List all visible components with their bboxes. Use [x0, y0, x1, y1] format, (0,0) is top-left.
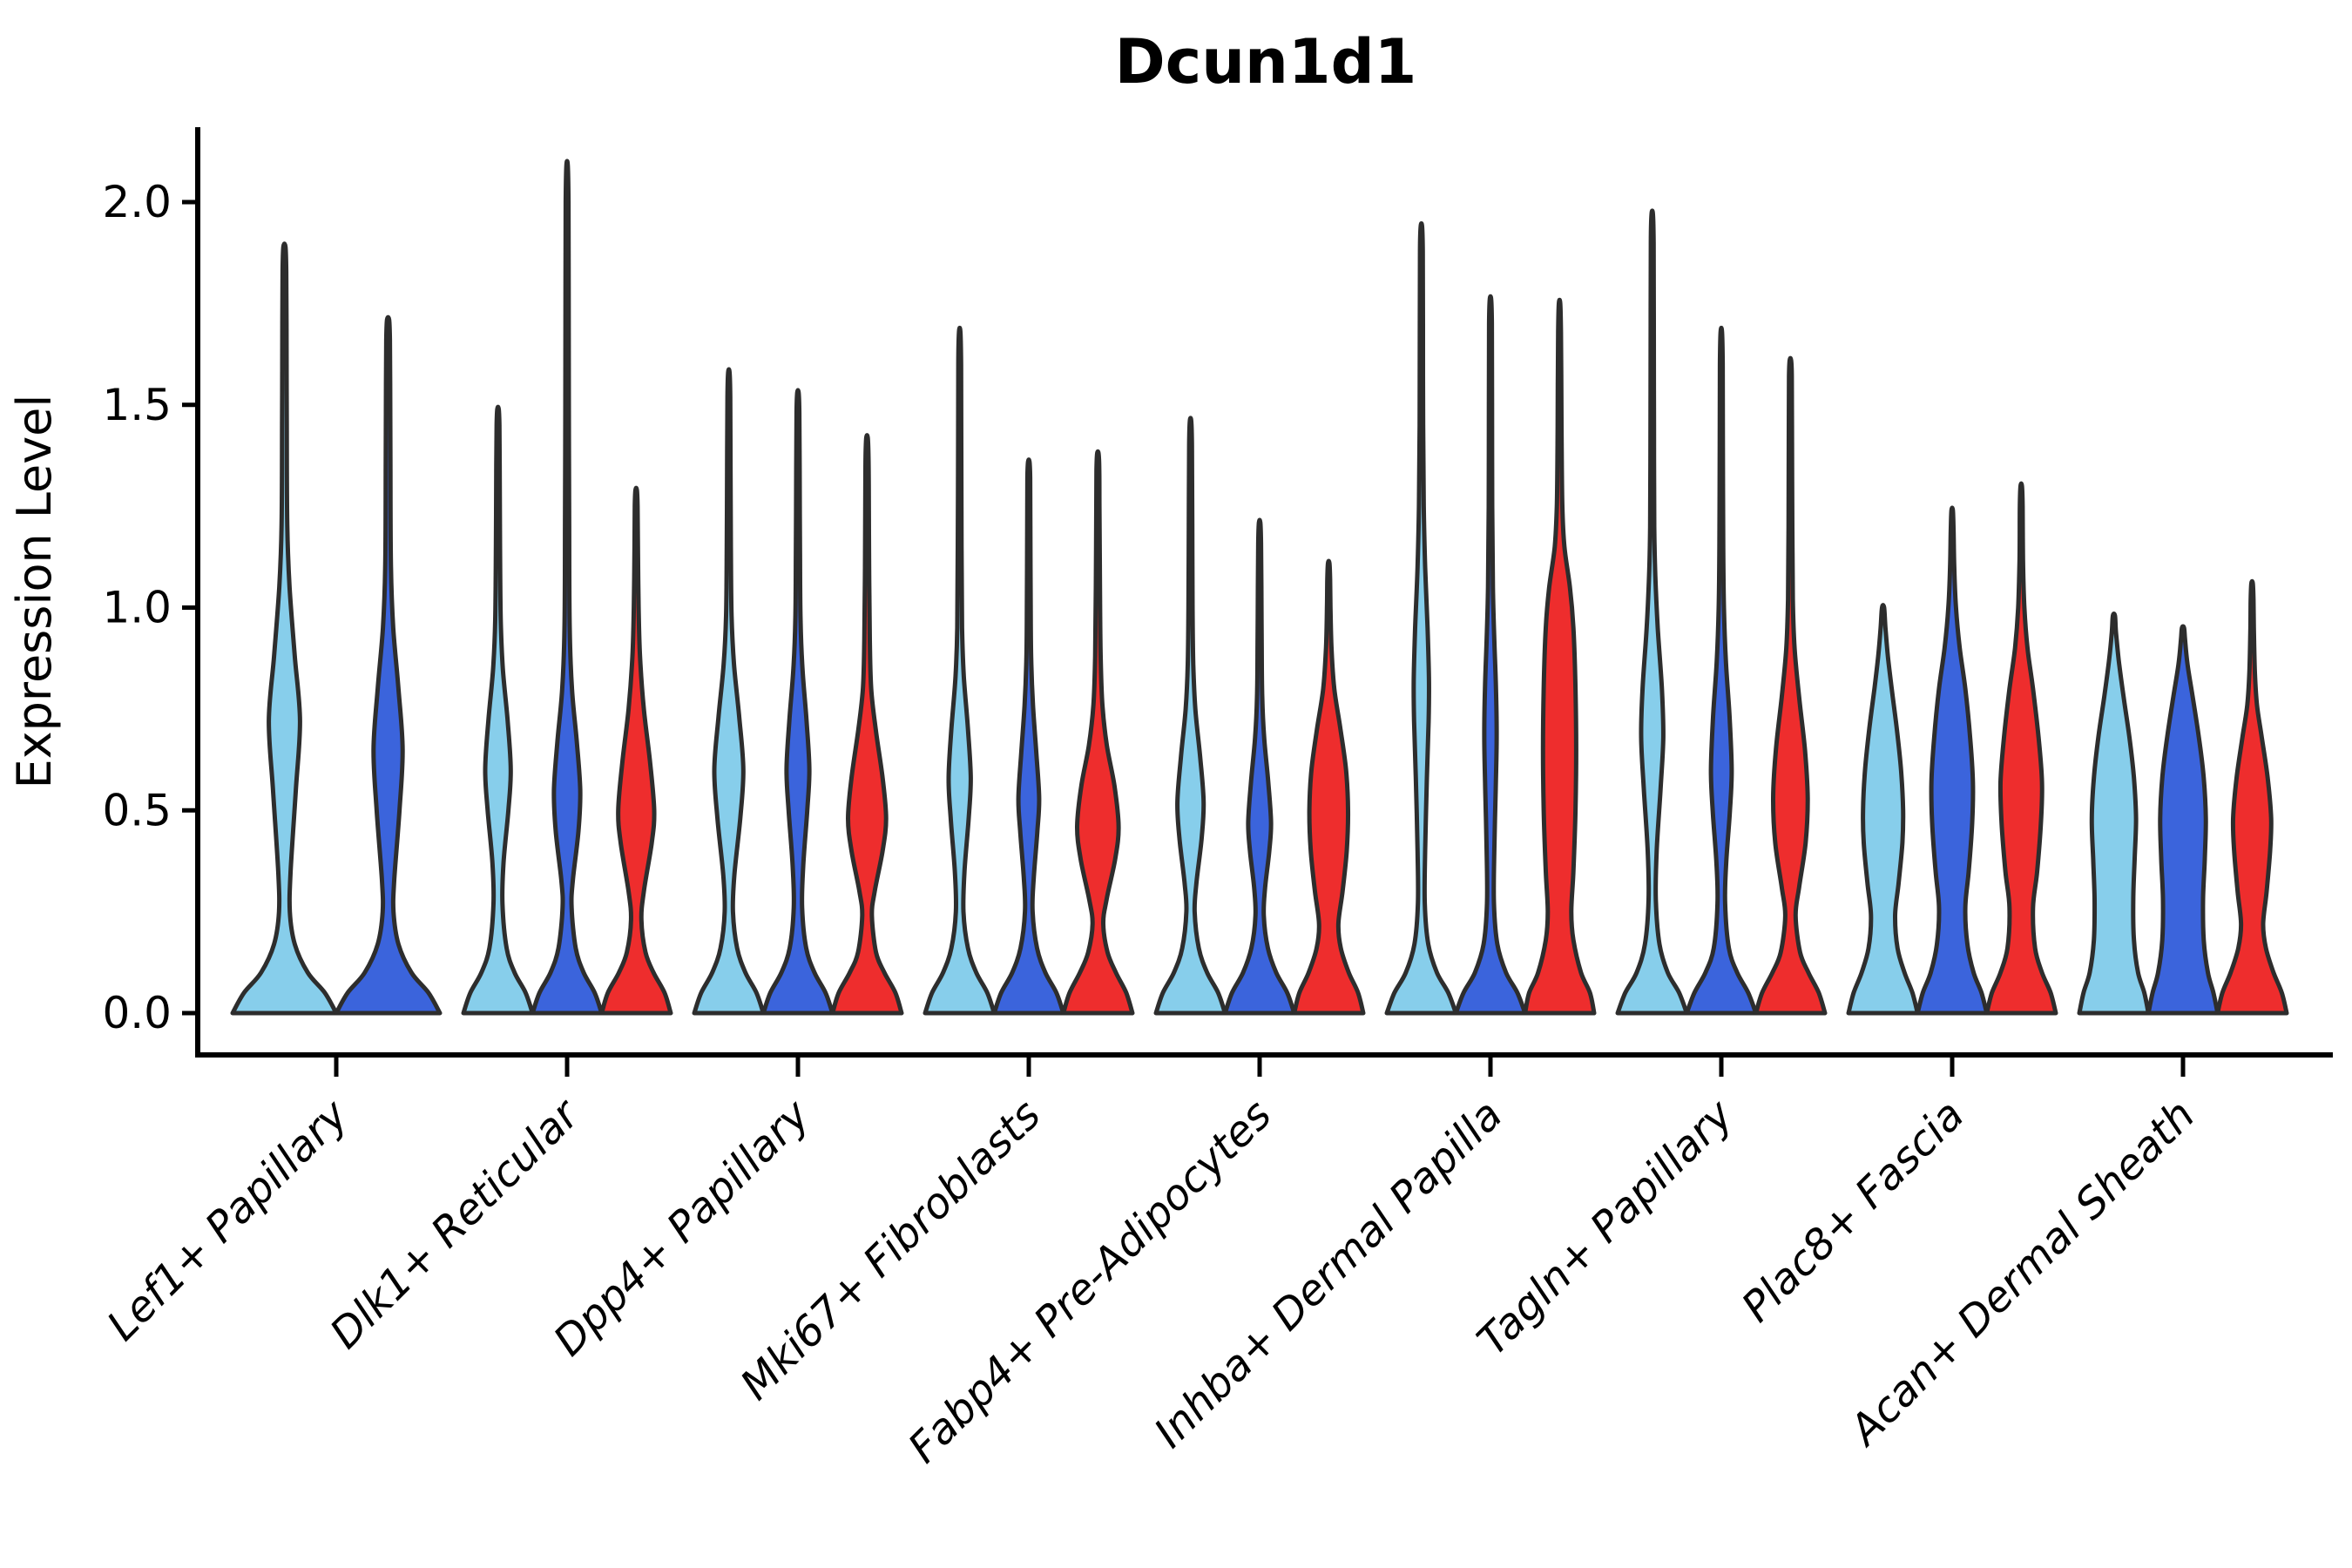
- y-tick-label: 0.0: [102, 988, 172, 1038]
- y-tick-label: 1.0: [102, 583, 172, 633]
- violin-dpp4-royal_blue: [760, 388, 835, 1016]
- y-tick-label: 2.0: [102, 177, 172, 227]
- violin-lef1-royal_blue: [334, 314, 443, 1016]
- y-axis-label: Expression Level: [7, 395, 62, 789]
- violin-dlk1-red: [599, 485, 673, 1016]
- y-tick-label: 1.5: [102, 380, 172, 430]
- violin-dlk1-light_blue: [461, 404, 535, 1016]
- violin-dlk1-royal_blue: [530, 159, 605, 1016]
- violin-fabp4-red: [1292, 558, 1366, 1016]
- violin-acan-light_blue: [2077, 611, 2151, 1016]
- violin-acan-red: [2215, 578, 2289, 1016]
- chart-title: Dcun1d1: [1115, 26, 1417, 98]
- violin-tagln-red: [1754, 355, 1828, 1016]
- violin-tagln-light_blue: [1615, 208, 1689, 1016]
- x-tick-label: Lef1+ Papillary: [98, 1090, 358, 1350]
- violin-mki67-royal_blue: [991, 457, 1066, 1016]
- violin-plac8-royal_blue: [1915, 505, 1990, 1016]
- violin-tagln-royal_blue: [1684, 325, 1759, 1016]
- violin-inhba-light_blue: [1384, 220, 1458, 1016]
- violin-plac8-light_blue: [1846, 603, 1920, 1016]
- violin-mki67-light_blue: [923, 325, 997, 1016]
- violin-inhba-royal_blue: [1453, 294, 1528, 1016]
- violin-plac8-red: [1984, 481, 2058, 1016]
- axes-layer: [182, 127, 2333, 1077]
- x-tick-label: Tagln+ Papillary: [1468, 1090, 1743, 1365]
- x-tick-label: Dpp4+ Papillary: [544, 1090, 820, 1365]
- violin-inhba-red: [1523, 297, 1597, 1016]
- violins-layer: [230, 159, 2289, 1016]
- violin-fabp4-royal_blue: [1222, 517, 1297, 1016]
- violin-acan-royal_blue: [2146, 624, 2220, 1016]
- violin-lef1-light_blue: [230, 241, 339, 1016]
- x-tick-label: Dlk1+ Reticular: [321, 1089, 591, 1359]
- violin-dpp4-red: [830, 433, 904, 1016]
- x-tick-label: Fabp4+ Pre-Adipocytes: [899, 1091, 1281, 1473]
- violin-mki67-red: [1061, 449, 1135, 1016]
- x-tick-label: Plac8+ Fascia: [1733, 1091, 1974, 1332]
- violin-dpp4-light_blue: [692, 367, 766, 1016]
- violin-fabp4-light_blue: [1153, 416, 1227, 1016]
- y-tick-label: 0.5: [102, 785, 172, 835]
